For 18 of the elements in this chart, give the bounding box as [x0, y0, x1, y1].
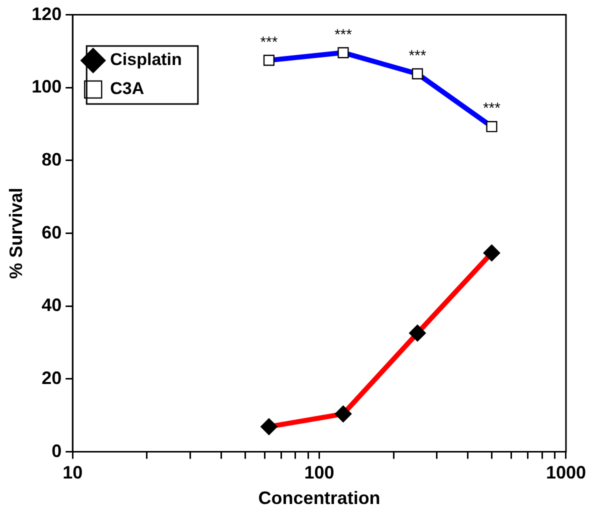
y-tick-label: 20 — [42, 368, 62, 388]
x-axis-title: Concentration — [258, 488, 380, 508]
y-tick-label: 40 — [42, 295, 62, 316]
x-tick-label: 10 — [62, 462, 83, 483]
y-axis-title: % Survival — [6, 188, 26, 279]
annotation: *** — [408, 47, 426, 64]
legend-label: Cisplatin — [110, 50, 182, 70]
x-tick-label: 100 — [304, 462, 334, 483]
annotation: *** — [334, 26, 352, 44]
legend-label: C3A — [110, 79, 144, 98]
y-tick-label: 0 — [52, 440, 62, 461]
x-tick-label: 1000 — [546, 462, 586, 483]
y-tick-label: 100 — [32, 76, 62, 97]
y-tick-label: 60 — [42, 222, 62, 242]
annotation: *** — [482, 100, 501, 118]
annotation: *** — [260, 34, 278, 51]
y-tick-label: 80 — [42, 149, 62, 170]
y-tick-label: 120 — [32, 4, 62, 24]
